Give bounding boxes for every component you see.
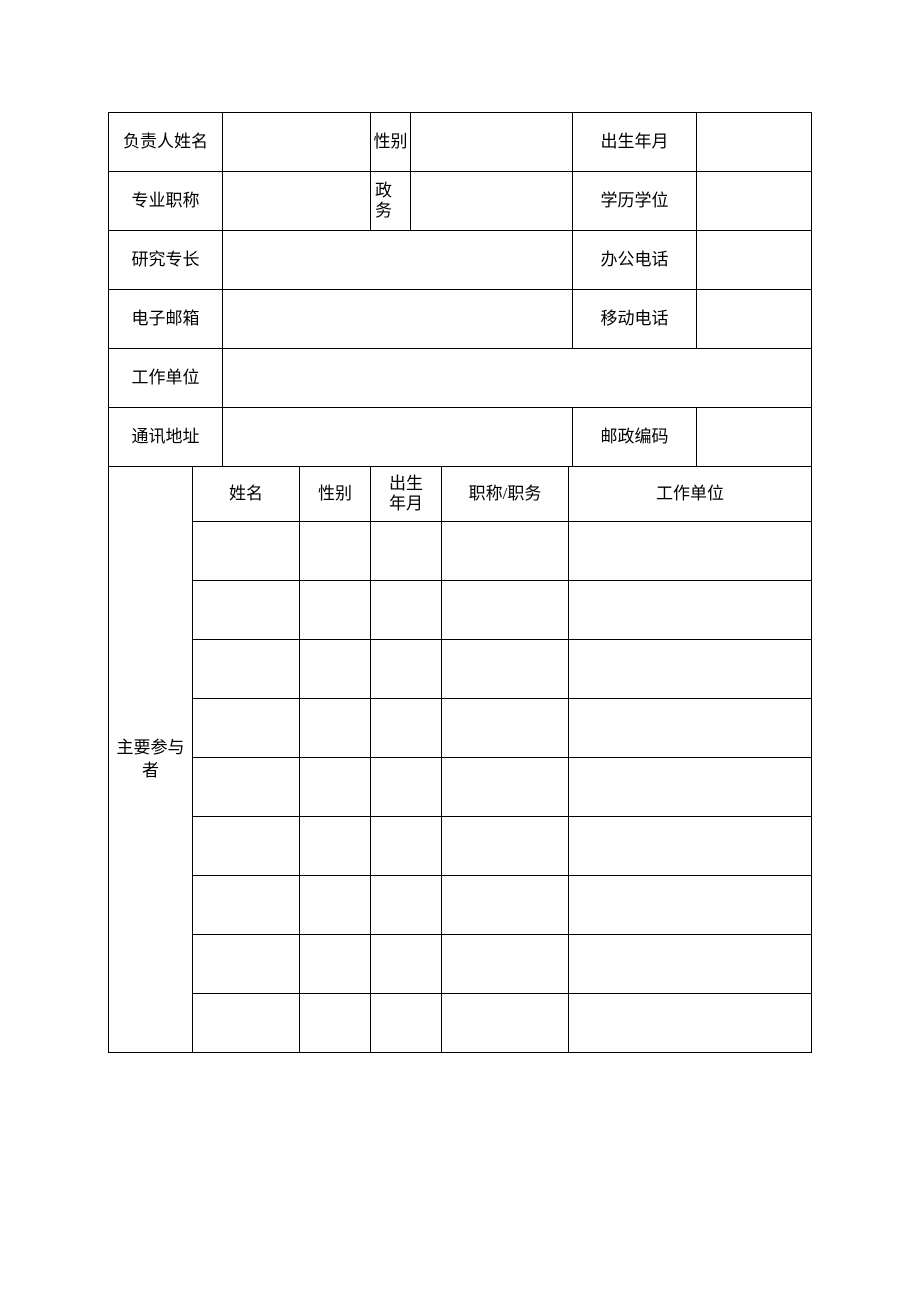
table-row: [109, 522, 812, 581]
leader-name-value: [223, 113, 371, 172]
participants-section-label: 主要参与者: [109, 467, 193, 1053]
participants-header-work-unit: 工作单位: [569, 467, 812, 522]
participant-name: [193, 935, 300, 994]
participant-work-unit: [569, 817, 812, 876]
participant-gender: [300, 876, 371, 935]
leader-degree-label: 学历学位: [573, 172, 697, 231]
leader-address-value: [223, 408, 573, 467]
participant-birth: [371, 640, 442, 699]
table-row: 电子邮箱 移动电话: [109, 290, 812, 349]
participants-header-birth-text: 出生年月: [389, 474, 423, 513]
participant-work-unit: [569, 522, 812, 581]
participant-title-duty: [442, 817, 569, 876]
participant-work-unit: [569, 935, 812, 994]
leader-info-table: 负责人姓名 性别 出生年月 专业职称 政务 学历学位 研究专长 办公电话 电子邮…: [108, 112, 812, 467]
participants-section-label-text: 主要参与者: [117, 737, 185, 783]
participant-work-unit: [569, 581, 812, 640]
table-row: [109, 640, 812, 699]
participant-title-duty: [442, 581, 569, 640]
leader-specialty-label: 研究专长: [109, 231, 223, 290]
participant-birth: [371, 522, 442, 581]
participant-work-unit: [569, 640, 812, 699]
participant-birth: [371, 994, 442, 1053]
participant-gender: [300, 581, 371, 640]
table-row: 负责人姓名 性别 出生年月: [109, 113, 812, 172]
table-row: 研究专长 办公电话: [109, 231, 812, 290]
leader-specialty-value: [223, 231, 573, 290]
table-row: 专业职称 政务 学历学位: [109, 172, 812, 231]
leader-gender-value: [411, 113, 573, 172]
participant-title-duty: [442, 699, 569, 758]
participant-name: [193, 758, 300, 817]
table-row: [109, 935, 812, 994]
leader-postcode-label: 邮政编码: [573, 408, 697, 467]
leader-birth-label: 出生年月: [573, 113, 697, 172]
leader-postcode-value: [697, 408, 812, 467]
table-row: 主要参与者 姓名 性别 出生年月 职称/职务 工作单位: [109, 467, 812, 522]
participants-table: 主要参与者 姓名 性别 出生年月 职称/职务 工作单位: [108, 466, 812, 1053]
table-row: [109, 758, 812, 817]
participant-name: [193, 994, 300, 1053]
leader-duty-label-text: 政务: [375, 181, 392, 220]
participant-title-duty: [442, 522, 569, 581]
leader-office-phone-label: 办公电话: [573, 231, 697, 290]
leader-work-unit-value: [223, 349, 812, 408]
participant-birth: [371, 817, 442, 876]
table-row: [109, 581, 812, 640]
leader-mobile-value: [697, 290, 812, 349]
participant-birth: [371, 581, 442, 640]
participant-title-duty: [442, 640, 569, 699]
leader-title-value: [223, 172, 371, 231]
form-page: 负责人姓名 性别 出生年月 专业职称 政务 学历学位 研究专长 办公电话 电子邮…: [108, 112, 812, 1053]
participant-work-unit: [569, 994, 812, 1053]
participant-name: [193, 817, 300, 876]
leader-gender-label: 性别: [371, 113, 411, 172]
participant-name: [193, 640, 300, 699]
leader-address-label: 通讯地址: [109, 408, 223, 467]
leader-duty-value: [411, 172, 573, 231]
leader-email-label: 电子邮箱: [109, 290, 223, 349]
leader-degree-value: [697, 172, 812, 231]
participant-work-unit: [569, 876, 812, 935]
participant-name: [193, 581, 300, 640]
leader-work-unit-label: 工作单位: [109, 349, 223, 408]
table-row: [109, 876, 812, 935]
participant-title-duty: [442, 994, 569, 1053]
participant-birth: [371, 935, 442, 994]
leader-mobile-label: 移动电话: [573, 290, 697, 349]
participant-work-unit: [569, 699, 812, 758]
participant-gender: [300, 817, 371, 876]
participant-title-duty: [442, 758, 569, 817]
participants-header-title-duty: 职称/职务: [442, 467, 569, 522]
participant-gender: [300, 758, 371, 817]
participant-birth: [371, 876, 442, 935]
participant-gender: [300, 522, 371, 581]
leader-name-label: 负责人姓名: [109, 113, 223, 172]
participant-name: [193, 876, 300, 935]
participant-title-duty: [442, 935, 569, 994]
leader-office-phone-value: [697, 231, 812, 290]
participants-header-gender: 性别: [300, 467, 371, 522]
participants-header-birth: 出生年月: [371, 467, 442, 522]
table-row: [109, 699, 812, 758]
participant-work-unit: [569, 758, 812, 817]
table-row: [109, 817, 812, 876]
leader-email-value: [223, 290, 573, 349]
leader-title-label: 专业职称: [109, 172, 223, 231]
participant-birth: [371, 758, 442, 817]
table-row: 工作单位: [109, 349, 812, 408]
participant-gender: [300, 994, 371, 1053]
participant-title-duty: [442, 876, 569, 935]
table-row: 通讯地址 邮政编码: [109, 408, 812, 467]
participants-header-name: 姓名: [193, 467, 300, 522]
leader-duty-label: 政务: [371, 172, 411, 231]
participant-gender: [300, 699, 371, 758]
leader-birth-value: [697, 113, 812, 172]
participant-birth: [371, 699, 442, 758]
table-row: [109, 994, 812, 1053]
participant-gender: [300, 935, 371, 994]
participant-name: [193, 522, 300, 581]
participant-name: [193, 699, 300, 758]
participant-gender: [300, 640, 371, 699]
